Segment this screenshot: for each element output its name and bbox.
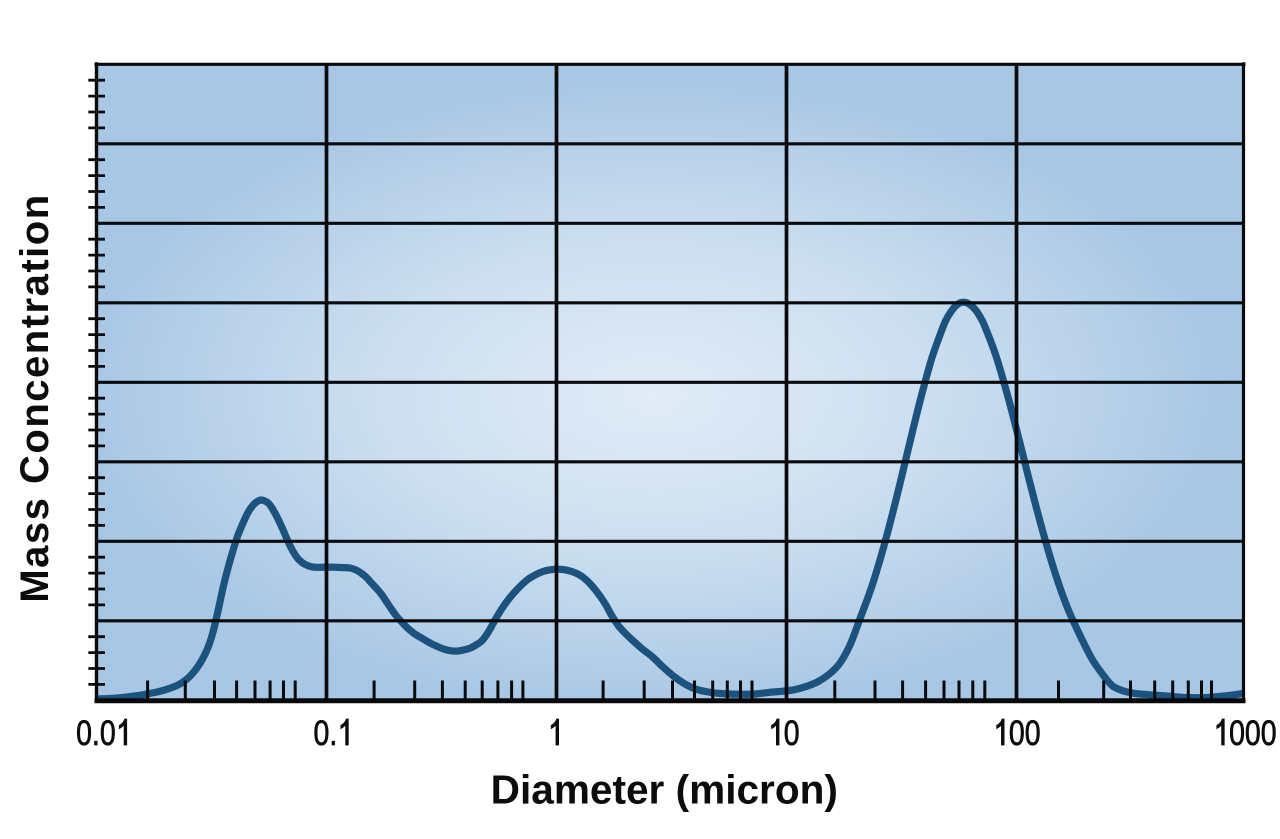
svg-text:00: 00 [1009,713,1041,753]
svg-text:Mass Concentration: Mass Concentration [13,193,57,602]
svg-text:0.0: 0.0 [76,713,116,753]
svg-text:0: 0 [784,713,800,753]
svg-text:0.: 0. [314,713,338,753]
svg-text:Diameter (micron): Diameter (micron) [491,766,838,812]
svg-text:000: 000 [1229,713,1276,753]
